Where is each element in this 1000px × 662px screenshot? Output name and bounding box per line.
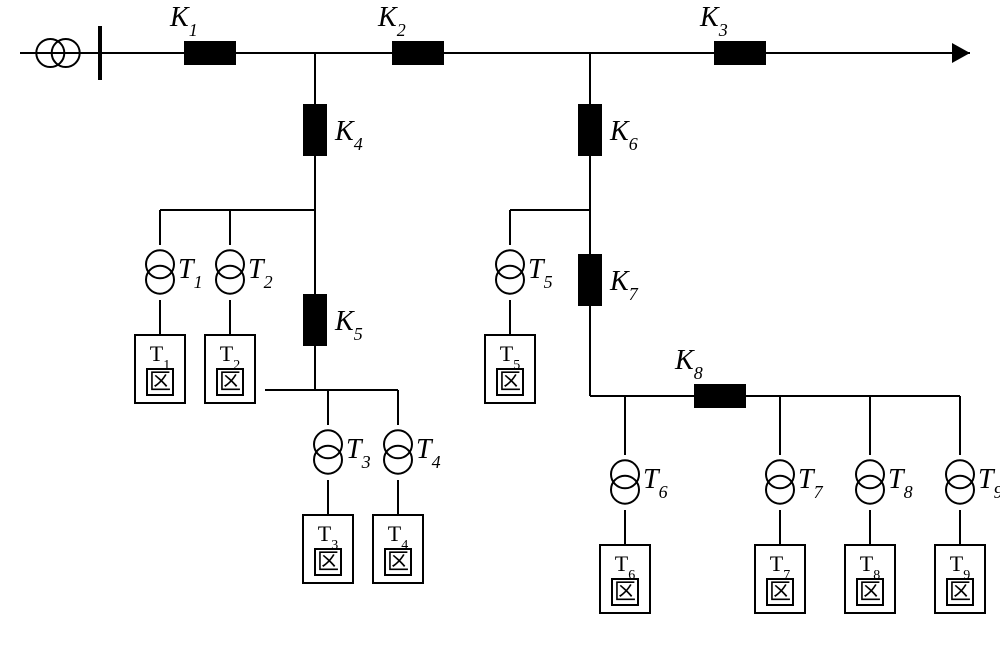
svg-text:T9: T9 (978, 464, 1000, 502)
svg-text:T8: T8 (888, 464, 913, 502)
svg-text:K7: K7 (609, 266, 639, 304)
svg-text:区: 区 (949, 579, 971, 604)
svg-text:区: 区 (614, 579, 636, 604)
svg-text:K1: K1 (169, 2, 198, 40)
svg-text:T1: T1 (178, 254, 203, 292)
svg-text:K4: K4 (334, 116, 363, 154)
svg-text:K6: K6 (609, 116, 638, 154)
svg-text:K5: K5 (334, 306, 363, 344)
svg-text:区: 区 (499, 369, 521, 394)
svg-text:区: 区 (859, 579, 881, 604)
svg-text:T6: T6 (643, 464, 668, 502)
electrical-single-line-diagram: K1K2K3K8K4K5K6K7T1T2T3T4T5T6T7T8T9T1区T2区… (0, 0, 1000, 662)
svg-text:K8: K8 (674, 345, 703, 383)
svg-text:区: 区 (769, 579, 791, 604)
svg-text:区: 区 (149, 369, 171, 394)
svg-text:K3: K3 (699, 2, 728, 40)
svg-text:区: 区 (317, 549, 339, 574)
svg-text:T3: T3 (346, 434, 371, 472)
svg-text:K2: K2 (377, 2, 406, 40)
svg-text:T2: T2 (248, 254, 273, 292)
svg-text:T4: T4 (416, 434, 441, 472)
svg-text:区: 区 (219, 369, 241, 394)
svg-text:T7: T7 (798, 464, 824, 502)
svg-text:T5: T5 (528, 254, 553, 292)
svg-text:区: 区 (387, 549, 409, 574)
